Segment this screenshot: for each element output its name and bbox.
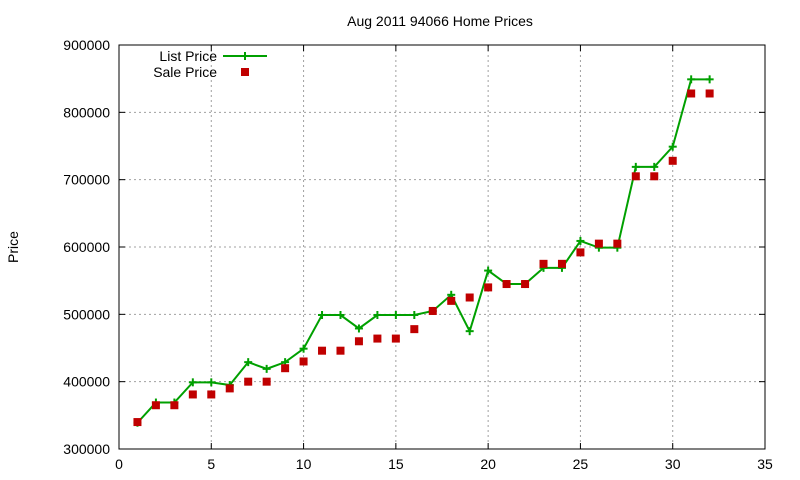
- data-point: [631, 162, 640, 171]
- data-point: [188, 378, 197, 387]
- y-tick-label: 500000: [63, 306, 110, 322]
- data-point: [576, 236, 585, 245]
- data-point: [318, 311, 327, 320]
- data-point: [391, 311, 400, 320]
- data-point: [687, 75, 696, 84]
- data-point: [336, 346, 345, 355]
- x-tick-label: 30: [665, 456, 681, 472]
- y-tick-label: 900000: [63, 37, 110, 53]
- y-tick-label: 300000: [63, 441, 110, 457]
- data-point: [650, 172, 659, 181]
- data-point: [188, 390, 197, 399]
- data-point: [151, 401, 160, 410]
- data-series: [133, 75, 714, 427]
- data-point: [631, 172, 640, 181]
- data-point: [539, 259, 548, 268]
- data-point: [207, 390, 216, 399]
- legend-label: Sale Price: [153, 64, 217, 80]
- data-point: [318, 346, 327, 355]
- data-point: [225, 384, 234, 393]
- y-tick-label: 700000: [63, 172, 110, 188]
- legend-marker: [241, 68, 249, 76]
- y-axis-title: Price: [5, 231, 21, 263]
- data-point: [391, 334, 400, 343]
- x-tick-label: 35: [757, 456, 773, 472]
- data-point: [557, 259, 566, 268]
- data-point: [687, 89, 696, 98]
- data-point: [281, 364, 290, 373]
- data-point: [299, 357, 308, 366]
- data-point: [410, 311, 419, 320]
- data-point: [613, 239, 622, 248]
- data-point: [576, 248, 585, 257]
- x-tick-label: 25: [573, 456, 589, 472]
- data-point: [428, 306, 437, 315]
- data-point: [465, 293, 474, 302]
- data-point: [170, 401, 179, 410]
- y-tick-label: 800000: [63, 104, 110, 120]
- legend-label: List Price: [159, 48, 217, 64]
- data-point: [207, 378, 216, 387]
- data-point: [484, 283, 493, 292]
- y-tick-label: 600000: [63, 239, 110, 255]
- data-point: [521, 280, 530, 289]
- data-point: [373, 334, 382, 343]
- axes: 0 5 10 15 20 25 30 35 300000 400000 500000 600000 70…: [63, 37, 773, 472]
- series-list-price: [133, 75, 714, 427]
- data-point: [354, 337, 363, 346]
- data-point: [262, 377, 271, 386]
- data-point: [447, 296, 456, 305]
- data-point: [336, 311, 345, 320]
- x-tick-label: 20: [480, 456, 496, 472]
- data-point: [705, 89, 714, 98]
- data-point: [594, 239, 603, 248]
- data-point: [373, 311, 382, 320]
- x-tick-label: 15: [388, 456, 404, 472]
- x-tick-label: 10: [296, 456, 312, 472]
- data-point: [484, 266, 493, 275]
- data-point: [465, 327, 474, 336]
- y-tick-label: 400000: [63, 374, 110, 390]
- grid-lines: [119, 45, 765, 449]
- data-point: [502, 280, 511, 289]
- data-point: [262, 364, 271, 373]
- chart-title: Aug 2011 94066 Home Prices: [347, 13, 533, 29]
- data-point: [354, 324, 363, 333]
- data-point: [244, 377, 253, 386]
- data-point: [299, 344, 308, 353]
- data-point: [244, 358, 253, 367]
- series-sale-price: [133, 89, 714, 427]
- data-point: [668, 142, 677, 151]
- data-point: [705, 75, 714, 84]
- x-tick-label: 0: [115, 456, 123, 472]
- data-point: [668, 156, 677, 165]
- data-point: [133, 418, 142, 427]
- x-tick-label: 5: [207, 456, 215, 472]
- series-line: [136, 78, 710, 424]
- data-point: [410, 325, 419, 334]
- data-point: [650, 162, 659, 171]
